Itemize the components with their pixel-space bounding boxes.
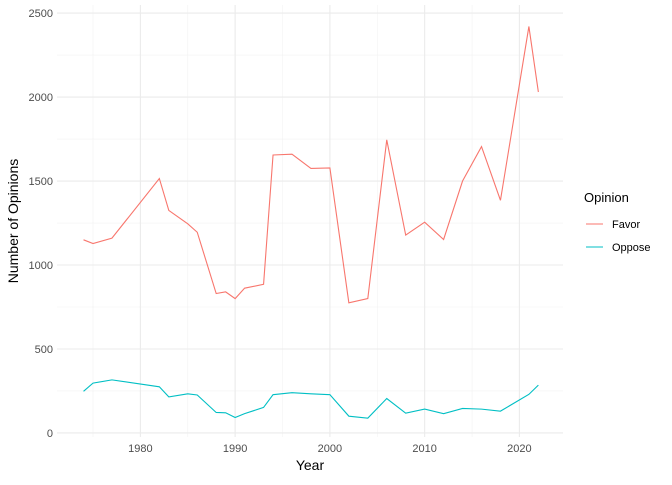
y-tick-label: 500 [35, 344, 53, 356]
legend-label: Oppose [612, 242, 651, 254]
x-tick-label: 1990 [223, 443, 247, 455]
y-tick-label: 0 [47, 428, 53, 440]
y-tick-label: 1000 [29, 260, 53, 272]
line [83, 379, 539, 419]
y-axis-title: Number of Opinions [5, 159, 21, 284]
x-tick-label: 1980 [128, 443, 152, 455]
x-axis-title: Year [296, 457, 325, 473]
y-tick-label: 1500 [29, 176, 53, 188]
x-tick-label: 2010 [412, 443, 436, 455]
legend-title: Opinion [584, 190, 629, 205]
line [83, 26, 539, 304]
x-tick-label: 2000 [318, 443, 342, 455]
y-tick-label: 2000 [29, 92, 53, 104]
y-tick-label: 2500 [29, 8, 53, 20]
x-tick-label: 2020 [507, 443, 531, 455]
legend-label: Favor [612, 219, 640, 231]
